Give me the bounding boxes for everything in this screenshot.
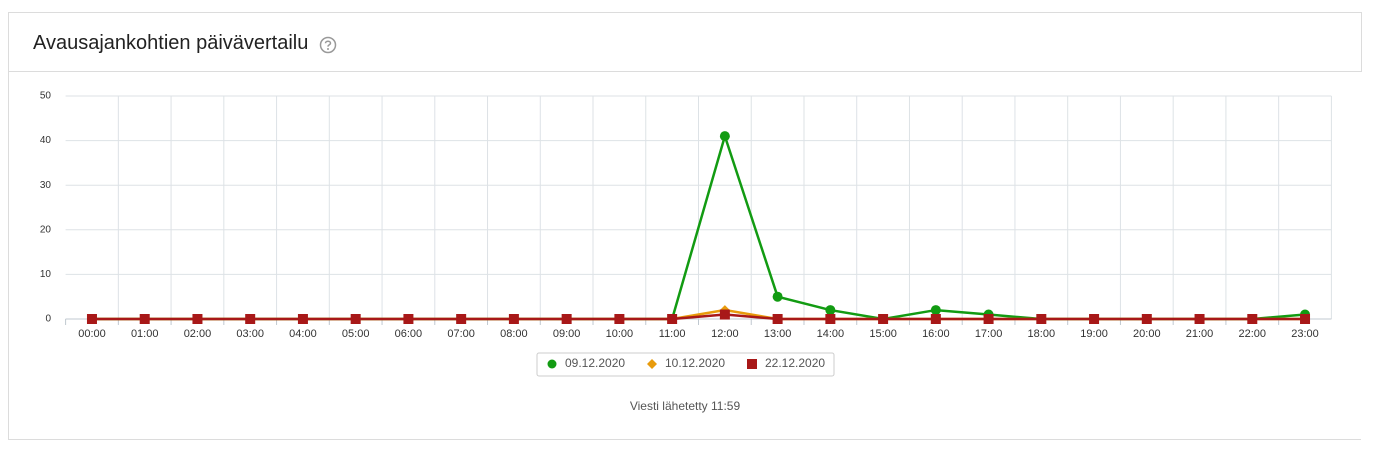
- x-tick-label: 06:00: [395, 328, 423, 340]
- x-tick-label: 05:00: [342, 328, 370, 340]
- legend-item[interactable]: 09.12.2020: [547, 356, 626, 370]
- x-tick-label: 12:00: [711, 328, 739, 340]
- y-tick-label: 10: [40, 269, 52, 280]
- marker: [747, 359, 757, 369]
- marker: [1194, 314, 1205, 324]
- x-tick-label: 01:00: [131, 328, 159, 340]
- marker: [547, 359, 557, 369]
- marker: [456, 314, 467, 324]
- legend-label: 09.12.2020: [565, 356, 625, 370]
- x-tick-label: 08:00: [500, 328, 528, 340]
- marker: [561, 314, 572, 324]
- marker: [86, 314, 97, 324]
- marker: [667, 314, 678, 324]
- y-tick-label: 50: [40, 91, 52, 102]
- x-tick-label: 16:00: [922, 328, 950, 340]
- card-header: Avausajankohtien päivävertailu: [8, 12, 1362, 72]
- marker: [719, 309, 730, 320]
- marker: [1141, 314, 1152, 324]
- x-tick-label: 10:00: [606, 328, 634, 340]
- legend-box: [536, 352, 835, 377]
- marker: [647, 359, 657, 369]
- x-tick-label: 13:00: [764, 328, 792, 340]
- marker: [350, 314, 361, 324]
- x-tick-label: 20:00: [1133, 328, 1161, 340]
- x-tick-label: 00:00: [78, 328, 106, 340]
- y-tick-label: 20: [40, 224, 52, 235]
- x-tick-label: 22:00: [1239, 328, 1267, 340]
- y-tick-label: 30: [40, 180, 52, 191]
- marker: [1300, 314, 1311, 324]
- x-tick-label: 19:00: [1080, 328, 1108, 340]
- marker: [192, 314, 203, 324]
- x-tick-label: 04:00: [289, 328, 317, 340]
- marker: [772, 314, 783, 324]
- marker: [508, 314, 519, 324]
- x-tick-label: 15:00: [869, 328, 897, 340]
- legend: 09.12.2020 10.12.2020 22.12.2020: [536, 352, 835, 377]
- marker: [1089, 314, 1100, 324]
- x-tick-label: 09:00: [553, 328, 581, 340]
- marker: [297, 314, 308, 324]
- y-tick-label: 0: [45, 314, 51, 325]
- marker: [878, 314, 889, 324]
- marker: [930, 305, 941, 316]
- legend-item[interactable]: 22.12.2020: [747, 356, 825, 370]
- marker: [614, 314, 625, 324]
- marker: [1036, 314, 1047, 324]
- help-icon[interactable]: [319, 36, 337, 54]
- legend-label: 22.12.2020: [765, 356, 825, 370]
- x-tick-label: 17:00: [975, 328, 1003, 340]
- marker: [825, 314, 836, 324]
- marker: [245, 314, 256, 324]
- x-tick-label: 11:00: [659, 328, 686, 340]
- legend-label: 10.12.2020: [665, 356, 725, 370]
- marker: [1247, 314, 1258, 324]
- marker: [772, 291, 783, 302]
- marker: [719, 131, 730, 142]
- x-tick-label: 14:00: [817, 328, 845, 340]
- marker: [139, 314, 150, 324]
- x-tick-label: 02:00: [184, 328, 212, 340]
- x-tick-label: 21:00: [1186, 328, 1214, 340]
- chart-title: Avausajankohtien päivävertailu: [33, 32, 309, 54]
- series-line: [91, 313, 1306, 321]
- marker: [403, 314, 414, 324]
- legend-item[interactable]: 10.12.2020: [647, 356, 725, 370]
- annotation: Viesti lähetetty 11:59: [630, 399, 741, 413]
- marker: [983, 314, 994, 324]
- x-tick-label: 23:00: [1291, 328, 1319, 340]
- x-tick-label: 03:00: [236, 328, 264, 340]
- marker: [930, 314, 941, 324]
- x-tick-label: 18:00: [1028, 328, 1056, 340]
- x-tick-label: 07:00: [447, 328, 475, 340]
- y-tick-label: 40: [40, 135, 52, 146]
- marker: [825, 305, 836, 316]
